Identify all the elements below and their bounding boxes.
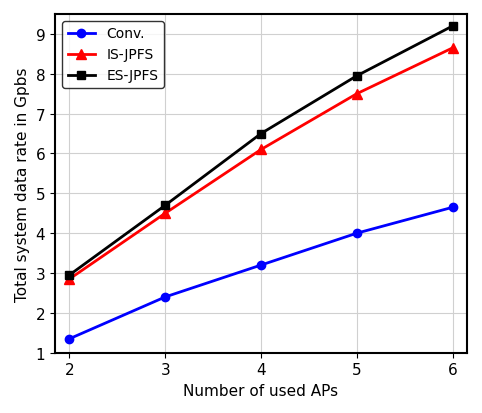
ES-JPFS [67,273,72,278]
ES-JPFS [450,24,455,29]
ES-JPFS [258,132,264,137]
Line: IS-JPFS: IS-JPFS [65,44,457,284]
Legend: Conv., IS-JPFS, ES-JPFS: Conv., IS-JPFS, ES-JPFS [62,22,164,89]
IS-JPFS [450,46,455,51]
Line: ES-JPFS: ES-JPFS [65,23,457,280]
Conv. [450,205,455,210]
Conv. [162,295,168,300]
Y-axis label: Total system data rate in Gpbs: Total system data rate in Gpbs [15,67,30,301]
Line: Conv.: Conv. [65,204,457,343]
IS-JPFS [354,92,360,97]
IS-JPFS [258,147,264,152]
Conv. [67,337,72,342]
ES-JPFS [162,203,168,208]
IS-JPFS [162,211,168,216]
X-axis label: Number of used APs: Number of used APs [184,383,338,398]
IS-JPFS [67,277,72,282]
ES-JPFS [354,74,360,79]
Conv. [354,231,360,236]
Conv. [258,263,264,268]
